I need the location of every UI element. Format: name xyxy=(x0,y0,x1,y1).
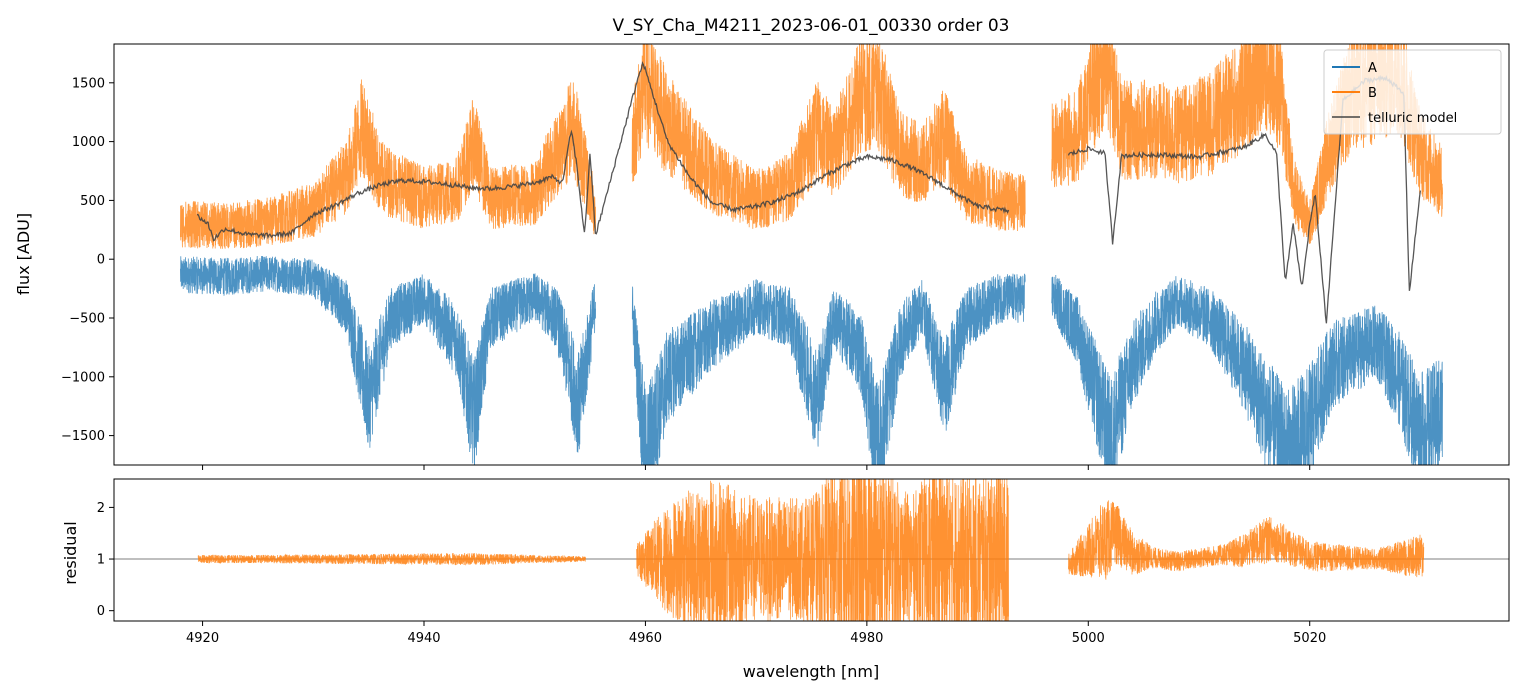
residual-segment xyxy=(197,552,586,566)
residual-ytick-label: 1 xyxy=(97,553,105,568)
wavelength-xtick-label: 4920 xyxy=(186,631,219,646)
series-residual-line xyxy=(197,479,1425,621)
flux-ylabel: flux [ADU] xyxy=(14,213,33,295)
residual-segment xyxy=(636,479,1009,621)
residual-ytick-label: 0 xyxy=(97,604,105,619)
wavelength-xlabel: wavelength [nm] xyxy=(743,662,880,681)
flux-ytick-label: −1000 xyxy=(61,370,105,385)
flux-ytick-label: 1000 xyxy=(72,135,105,150)
flux-axes-frame xyxy=(113,43,1510,466)
flux-ytick-label: −500 xyxy=(69,312,105,327)
residual-ytick-label: 2 xyxy=(97,501,105,516)
wavelength-xtick-label: 5020 xyxy=(1293,631,1326,646)
residual-ylabel: residual xyxy=(61,521,80,584)
telluric-model-segment xyxy=(196,61,1010,242)
legend-box xyxy=(1323,49,1502,135)
series-a-segment xyxy=(180,255,596,465)
wavelength-xtick-label: 5000 xyxy=(1072,631,1105,646)
flux-panel: −1500 −1000 −500 0 500 1000 1500 flux [ADU] xyxy=(14,43,1510,470)
flux-ytick-label: −1500 xyxy=(61,429,105,444)
series-a-line xyxy=(180,255,1443,465)
series-a-segment xyxy=(631,273,1026,465)
flux-ytick-label: 1500 xyxy=(72,76,105,91)
residual-axes-frame xyxy=(113,478,1510,622)
residual-segment xyxy=(1068,500,1425,580)
wavelength-xtick-label: 4940 xyxy=(407,631,440,646)
series-a-segment xyxy=(1051,274,1443,465)
residual-panel: 0 1 2 4920 4940 4960 4980 5000 5020 residual wa… xyxy=(61,478,1510,681)
series-b-segment xyxy=(180,79,596,249)
wavelength-xtick-label: 4960 xyxy=(629,631,662,646)
chart-title: V_SY_Cha_M4211_2023-06-01_00330 order 03 xyxy=(613,16,1010,36)
legend-label-telluric-model: telluric model xyxy=(1368,111,1457,126)
series-b-line xyxy=(180,44,1443,249)
flux-ytick-label: 0 xyxy=(97,253,105,268)
legend-label-b: B xyxy=(1368,86,1377,101)
wavelength-xtick-label: 4980 xyxy=(850,631,883,646)
legend-label-a: A xyxy=(1368,61,1377,76)
flux-ytick-label: 500 xyxy=(80,194,105,209)
